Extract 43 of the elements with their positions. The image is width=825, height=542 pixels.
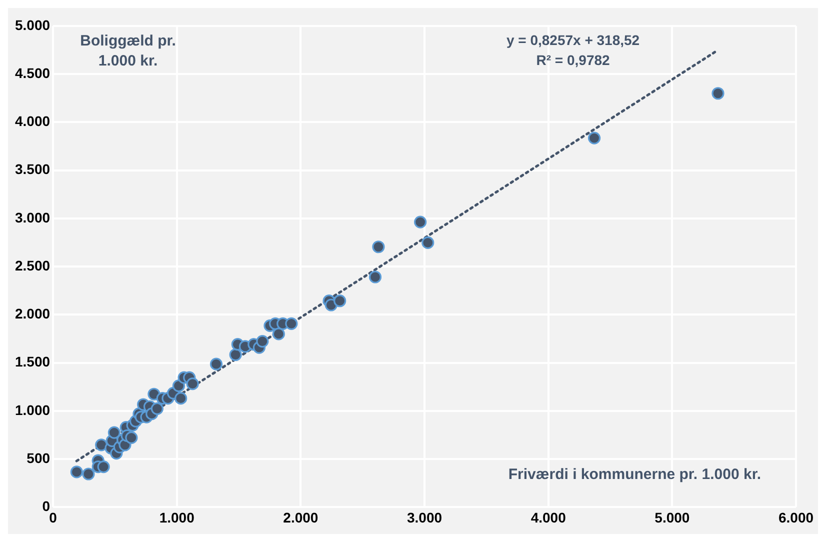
y-tick-label: 4.500 bbox=[14, 64, 50, 81]
point bbox=[414, 216, 427, 228]
point bbox=[285, 317, 298, 330]
point bbox=[368, 270, 382, 284]
x-tick-label: 2.000 bbox=[283, 509, 318, 526]
y-tick-label: 2.500 bbox=[14, 257, 50, 274]
point bbox=[272, 328, 285, 340]
point bbox=[174, 392, 188, 405]
point bbox=[372, 240, 385, 254]
point bbox=[256, 334, 269, 348]
y-tick-label: 3.000 bbox=[14, 209, 50, 226]
point bbox=[150, 402, 164, 415]
annotation: R² = 0,9782 bbox=[536, 52, 610, 68]
point bbox=[97, 460, 110, 474]
y-tick-label: 0 bbox=[42, 498, 50, 514]
x-tick-label: 6.000 bbox=[778, 509, 814, 526]
point bbox=[210, 358, 223, 370]
y-tick-label: 1.500 bbox=[14, 354, 50, 370]
y-tick-label: 2.000 bbox=[14, 306, 50, 322]
y-tick-label: 500 bbox=[26, 450, 50, 466]
annotation: y = 0,8257x + 318,52 bbox=[506, 32, 640, 48]
x-axis-title: Friværdi i kommunerne pr. 1.000 kr. bbox=[508, 466, 761, 483]
x-tick-label: 5.000 bbox=[654, 509, 690, 526]
point bbox=[108, 426, 121, 439]
y-axis-title: Boliggæld pr. 1.000 kr. bbox=[80, 32, 176, 70]
point bbox=[334, 294, 346, 308]
y-tick-label: 4.000 bbox=[14, 113, 50, 130]
point bbox=[70, 466, 83, 478]
point bbox=[125, 431, 138, 444]
point bbox=[82, 468, 95, 480]
y-tick-label: 3.500 bbox=[14, 161, 50, 178]
x-tick-label: 3.000 bbox=[406, 509, 442, 526]
x-tick-label: 4.000 bbox=[530, 509, 566, 526]
x-tick-label: 1.000 bbox=[159, 509, 195, 526]
point bbox=[172, 380, 186, 392]
point bbox=[422, 236, 434, 250]
y-tick-label: 5.000 bbox=[14, 16, 50, 33]
y-tick-label: 1.000 bbox=[14, 402, 50, 418]
point bbox=[712, 87, 724, 100]
point bbox=[95, 438, 108, 452]
point bbox=[229, 348, 242, 362]
point bbox=[186, 378, 199, 390]
point bbox=[588, 132, 601, 144]
